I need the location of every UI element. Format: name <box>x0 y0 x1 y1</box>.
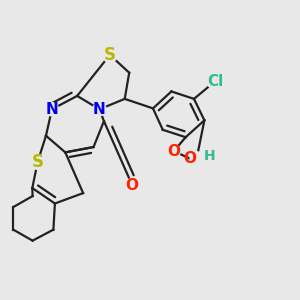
Circle shape <box>45 103 58 116</box>
Text: H: H <box>204 149 216 163</box>
Circle shape <box>93 103 106 116</box>
Text: O: O <box>167 144 180 159</box>
Text: N: N <box>93 102 106 117</box>
Circle shape <box>102 47 117 62</box>
Text: Cl: Cl <box>207 74 224 88</box>
Circle shape <box>207 73 224 89</box>
Text: O: O <box>126 178 139 193</box>
Circle shape <box>167 145 180 158</box>
Text: S: S <box>32 153 44 171</box>
Circle shape <box>30 154 45 169</box>
Text: S: S <box>104 46 116 64</box>
Text: N: N <box>46 102 58 117</box>
Circle shape <box>126 178 139 192</box>
Circle shape <box>190 152 203 165</box>
Text: O: O <box>184 151 197 166</box>
